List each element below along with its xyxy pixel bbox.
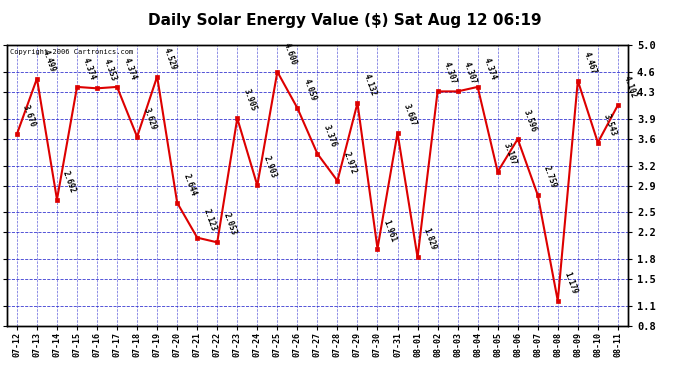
Text: 4.307: 4.307	[462, 61, 478, 86]
Text: 1.961: 1.961	[382, 218, 398, 243]
Text: 4.374: 4.374	[121, 57, 137, 81]
Text: Daily Solar Energy Value ($) Sat Aug 12 06:19: Daily Solar Energy Value ($) Sat Aug 12 …	[148, 13, 542, 28]
Text: 3.543: 3.543	[602, 112, 618, 137]
Text: 4.374: 4.374	[482, 57, 498, 81]
Text: 2.644: 2.644	[181, 172, 198, 197]
Text: 4.499: 4.499	[41, 48, 57, 73]
Text: 1.829: 1.829	[422, 227, 438, 252]
Text: 2.053: 2.053	[221, 212, 238, 237]
Text: 3.107: 3.107	[502, 141, 518, 166]
Text: 4.307: 4.307	[442, 61, 458, 86]
Text: 3.670: 3.670	[21, 104, 37, 129]
Text: 4.102: 4.102	[622, 75, 638, 100]
Text: 4.059: 4.059	[302, 78, 318, 102]
Text: 3.905: 3.905	[241, 88, 258, 113]
Text: 2.972: 2.972	[342, 150, 358, 175]
Text: 2.759: 2.759	[542, 165, 558, 189]
Text: 3.629: 3.629	[141, 106, 157, 131]
Text: 4.529: 4.529	[161, 46, 178, 71]
Text: Copyright 2006 Cartronics.com: Copyright 2006 Cartronics.com	[10, 49, 133, 55]
Text: 3.376: 3.376	[322, 123, 338, 148]
Text: 3.687: 3.687	[402, 102, 418, 128]
Text: 2.692: 2.692	[61, 169, 77, 194]
Text: 1.179: 1.179	[562, 270, 578, 296]
Text: 2.903: 2.903	[262, 155, 278, 180]
Text: 4.132: 4.132	[362, 73, 378, 98]
Text: 2.123: 2.123	[201, 207, 218, 232]
Text: 4.600: 4.600	[282, 41, 298, 66]
Text: 4.374: 4.374	[81, 57, 97, 81]
Text: 3.596: 3.596	[522, 109, 538, 134]
Text: 4.353: 4.353	[101, 58, 117, 83]
Text: 4.467: 4.467	[582, 50, 598, 75]
